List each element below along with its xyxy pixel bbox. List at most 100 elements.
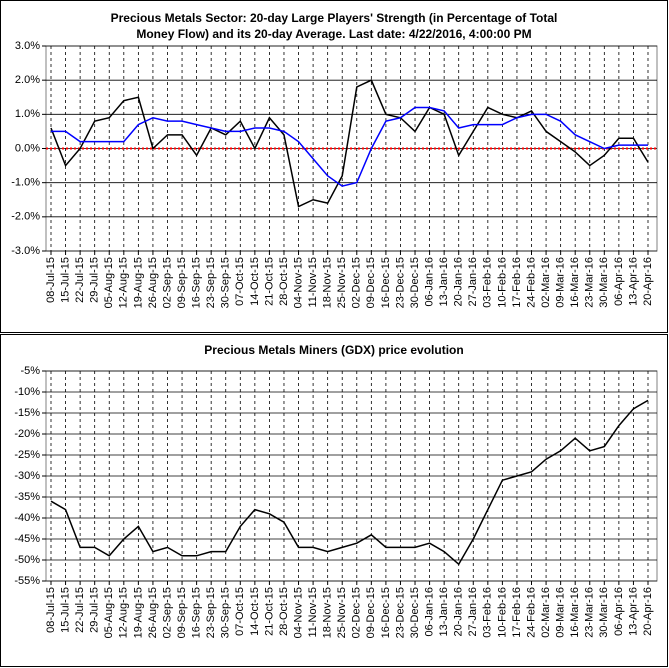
x-tick-label: 14-Oct-15 [249, 587, 261, 636]
x-tick-label: 06-Apr-16 [613, 257, 625, 306]
x-tick-label: 09-Sep-15 [176, 257, 188, 308]
x-tick-label: 11-Nov-15 [307, 587, 319, 638]
x-tick-label: 26-Aug-15 [147, 587, 159, 638]
x-tick-label: 20-Apr-16 [642, 257, 654, 306]
x-tick-label: 08-Jul-15 [45, 587, 57, 633]
x-tick-label: 21-Oct-15 [263, 587, 275, 636]
x-tick-label: 25-Nov-15 [336, 257, 348, 308]
x-tick-label: 12-Aug-15 [118, 257, 130, 308]
y-tick-label: -40% [14, 512, 40, 524]
x-tick-label: 30-Sep-15 [220, 587, 232, 638]
x-tick-label: 10-Feb-16 [496, 257, 508, 308]
x-tick-label: 13-Jan-16 [438, 257, 450, 307]
x-tick-label: 02-Mar-16 [540, 587, 552, 638]
x-tick-label: 20-Jan-16 [453, 257, 465, 307]
x-tick-label: 06-Jan-16 [423, 257, 435, 307]
y-tick-label: -1.0% [11, 177, 40, 189]
x-tick-label: 16-Sep-15 [191, 257, 203, 308]
x-tick-label: 02-Mar-16 [540, 257, 552, 308]
y-tick-label: -2.0% [11, 211, 40, 223]
x-tick-label: 06-Apr-16 [613, 587, 625, 636]
x-tick-label: 08-Jul-15 [45, 257, 57, 303]
x-tick-label: 16-Dec-15 [380, 257, 392, 308]
x-tick-label: 18-Nov-15 [322, 257, 334, 308]
y-tick-label: -3.0% [11, 245, 40, 257]
x-tick-label: 30-Sep-15 [220, 257, 232, 308]
y-tick-label: 0.0% [15, 142, 40, 154]
y-tick-label: 3.0% [15, 40, 40, 52]
x-tick-label: 07-Oct-15 [234, 587, 246, 636]
x-tick-label: 09-Dec-15 [365, 587, 377, 638]
y-tick-label: -30% [14, 470, 40, 482]
x-tick-label: 02-Sep-15 [161, 257, 173, 308]
y-tick-label: 2.0% [15, 74, 40, 86]
x-tick-label: 15-Jul-15 [59, 257, 71, 303]
x-tick-label: 11-Nov-15 [307, 257, 319, 308]
series-line [51, 106, 648, 187]
x-tick-label: 16-Mar-16 [569, 587, 581, 638]
x-tick-label: 20-Apr-16 [642, 587, 654, 636]
y-tick-label: -15% [14, 407, 40, 419]
x-tick-label: 19-Aug-15 [132, 257, 144, 308]
chart-title: Money Flow) and its 20-day Average. Last… [136, 27, 531, 41]
x-tick-label: 26-Aug-15 [147, 257, 159, 308]
x-tick-label: 23-Dec-15 [394, 587, 406, 638]
y-tick-label: -55% [14, 575, 40, 587]
x-tick-label: 22-Jul-15 [74, 587, 86, 633]
chart-title: Precious Metals Sector: 20-day Large Pla… [111, 11, 558, 25]
x-tick-label: 13-Apr-16 [627, 587, 639, 636]
x-tick-label: 02-Sep-15 [161, 587, 173, 638]
x-tick-label: 03-Feb-16 [482, 257, 494, 308]
x-tick-label: 09-Mar-16 [555, 587, 567, 638]
x-tick-label: 27-Jan-16 [467, 257, 479, 307]
x-tick-label: 02-Dec-15 [351, 257, 363, 308]
x-tick-label: 09-Mar-16 [555, 257, 567, 308]
x-tick-label: 13-Jan-16 [438, 587, 450, 637]
x-tick-label: 24-Feb-16 [525, 587, 537, 638]
x-tick-label: 23-Dec-15 [394, 257, 406, 308]
x-tick-label: 23-Mar-16 [584, 587, 596, 638]
chart-title: Precious Metals Miners (GDX) price evolu… [204, 343, 463, 357]
x-tick-label: 04-Nov-15 [292, 587, 304, 638]
x-tick-label: 30-Dec-15 [409, 257, 421, 308]
x-tick-label: 30-Mar-16 [598, 587, 610, 638]
x-tick-label: 05-Aug-15 [103, 257, 115, 308]
x-tick-label: 30-Mar-16 [598, 257, 610, 308]
x-tick-label: 28-Oct-15 [278, 587, 290, 636]
x-tick-label: 15-Jul-15 [59, 587, 71, 633]
x-tick-label: 27-Jan-16 [467, 587, 479, 637]
x-tick-label: 25-Nov-15 [336, 587, 348, 638]
x-tick-label: 24-Feb-16 [525, 257, 537, 308]
y-tick-label: 1.0% [15, 108, 40, 120]
x-tick-label: 22-Jul-15 [74, 257, 86, 303]
x-tick-label: 06-Jan-16 [423, 587, 435, 637]
x-tick-label: 05-Aug-15 [103, 587, 115, 638]
x-tick-label: 17-Feb-16 [511, 587, 523, 638]
y-tick-label: -50% [14, 554, 40, 566]
x-tick-label: 04-Nov-15 [292, 257, 304, 308]
x-tick-label: 21-Oct-15 [263, 257, 275, 306]
y-tick-label: -35% [14, 491, 40, 503]
x-tick-label: 16-Dec-15 [380, 587, 392, 638]
series-line [50, 79, 649, 208]
x-tick-label: 23-Sep-15 [205, 587, 217, 638]
x-tick-label: 16-Mar-16 [569, 257, 581, 308]
x-tick-label: 14-Oct-15 [249, 257, 261, 306]
x-tick-label: 20-Jan-16 [453, 587, 465, 637]
y-tick-label: -45% [14, 533, 40, 545]
x-tick-label: 13-Apr-16 [627, 257, 639, 306]
x-tick-label: 02-Dec-15 [351, 587, 363, 638]
y-tick-label: -10% [14, 386, 40, 398]
x-tick-label: 12-Aug-15 [118, 587, 130, 638]
x-tick-label: 18-Nov-15 [322, 587, 334, 638]
x-tick-label: 28-Oct-15 [278, 257, 290, 306]
x-tick-label: 09-Dec-15 [365, 257, 377, 308]
x-tick-label: 07-Oct-15 [234, 257, 246, 306]
x-tick-label: 17-Feb-16 [511, 257, 523, 308]
x-tick-label: 16-Sep-15 [191, 587, 203, 638]
y-tick-label: -5% [20, 365, 40, 377]
x-tick-label: 30-Dec-15 [409, 587, 421, 638]
y-tick-label: -25% [14, 449, 40, 461]
x-tick-label: 29-Jul-15 [89, 587, 101, 633]
